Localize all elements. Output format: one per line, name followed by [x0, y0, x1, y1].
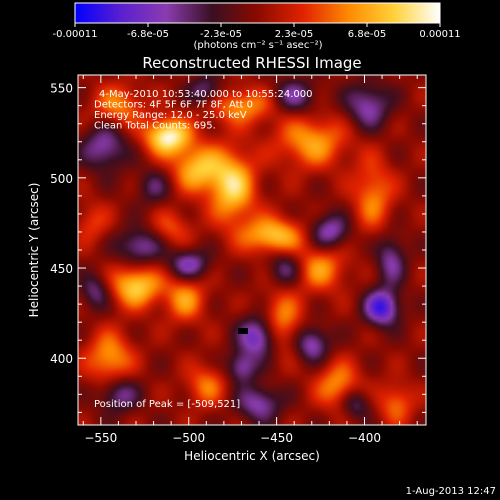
- x-tick-label: −500: [172, 431, 205, 445]
- heatmap-plot-area: [78, 75, 426, 425]
- y-axis-ticks: 400 450 500 550: [50, 82, 426, 413]
- info-line: Energy Range: 12.0 - 25.0 keV: [94, 110, 247, 121]
- colorbar-tick-label: -6.8e-05: [127, 29, 169, 40]
- peak-position-label: Position of Peak = [-509,521]: [94, 399, 240, 410]
- y-axis-label: Heliocentric Y (arcsec): [27, 183, 41, 318]
- colorbar-units: (photons cm⁻² s⁻¹ asec⁻²): [193, 40, 322, 51]
- y-tick-label: 450: [50, 262, 73, 276]
- colorbar-tick-label: -0.00011: [53, 29, 98, 40]
- y-tick-label: 400: [50, 352, 73, 366]
- heatmap-image: [78, 75, 426, 425]
- image-info-text: 4-May-2010 10:53:40.000 to 10:55:24.000D…: [94, 89, 312, 132]
- colorbar-gradient: [74, 2, 441, 24]
- info-line: Detectors: 4F 5F 6F 7F 8F, Att 0: [94, 100, 253, 111]
- colorbar-tick-label: -2.3e-05: [200, 29, 242, 40]
- info-line: Clean Total Counts: 695.: [94, 121, 216, 132]
- y-tick-label: 500: [50, 172, 73, 186]
- footer-timestamp: 1-Aug-2013 12:47: [406, 486, 496, 497]
- x-tick-label: −550: [84, 431, 117, 445]
- colorbar: -0.00011 -6.8e-05 -2.3e-05 2.3e-05 6.8e-05 0.…: [53, 2, 461, 51]
- x-axis-label: Heliocentric X (arcsec): [184, 449, 320, 463]
- colorbar-ticks: -0.00011 -6.8e-05 -2.3e-05 2.3e-05 6.8e-05 0.…: [53, 23, 461, 40]
- info-line: 4-May-2010 10:53:40.000 to 10:55:24.000: [99, 89, 312, 100]
- x-tick-label: −400: [348, 431, 381, 445]
- x-tick-label: −450: [260, 431, 293, 445]
- colorbar-tick-label: 0.00011: [419, 29, 460, 40]
- peak-marker: [238, 328, 248, 334]
- colorbar-tick-label: 6.8e-05: [348, 29, 386, 40]
- chart-title: Reconstructed RHESSI Image: [142, 54, 361, 72]
- x-axis-ticks: −550 −500 −450 −400: [82, 75, 418, 445]
- y-tick-label: 550: [50, 82, 73, 96]
- colorbar-tick-label: 2.3e-05: [275, 29, 313, 40]
